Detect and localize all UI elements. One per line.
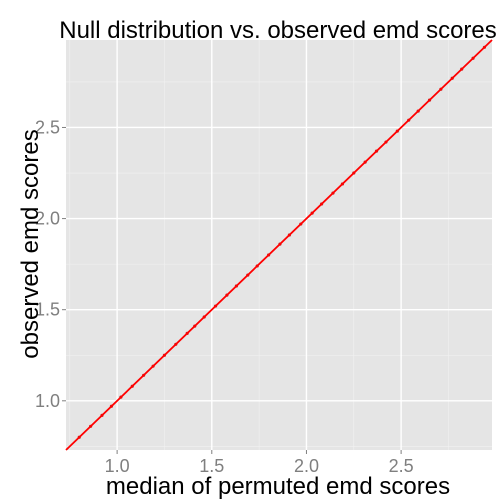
chart-title: Null distribution vs. observed emd score…	[59, 17, 497, 44]
y-axis-title: observed emd scores	[17, 129, 44, 358]
x-axis-title: median of permuted emd scores	[106, 473, 450, 500]
y-tick-label: 1.0	[35, 391, 60, 411]
